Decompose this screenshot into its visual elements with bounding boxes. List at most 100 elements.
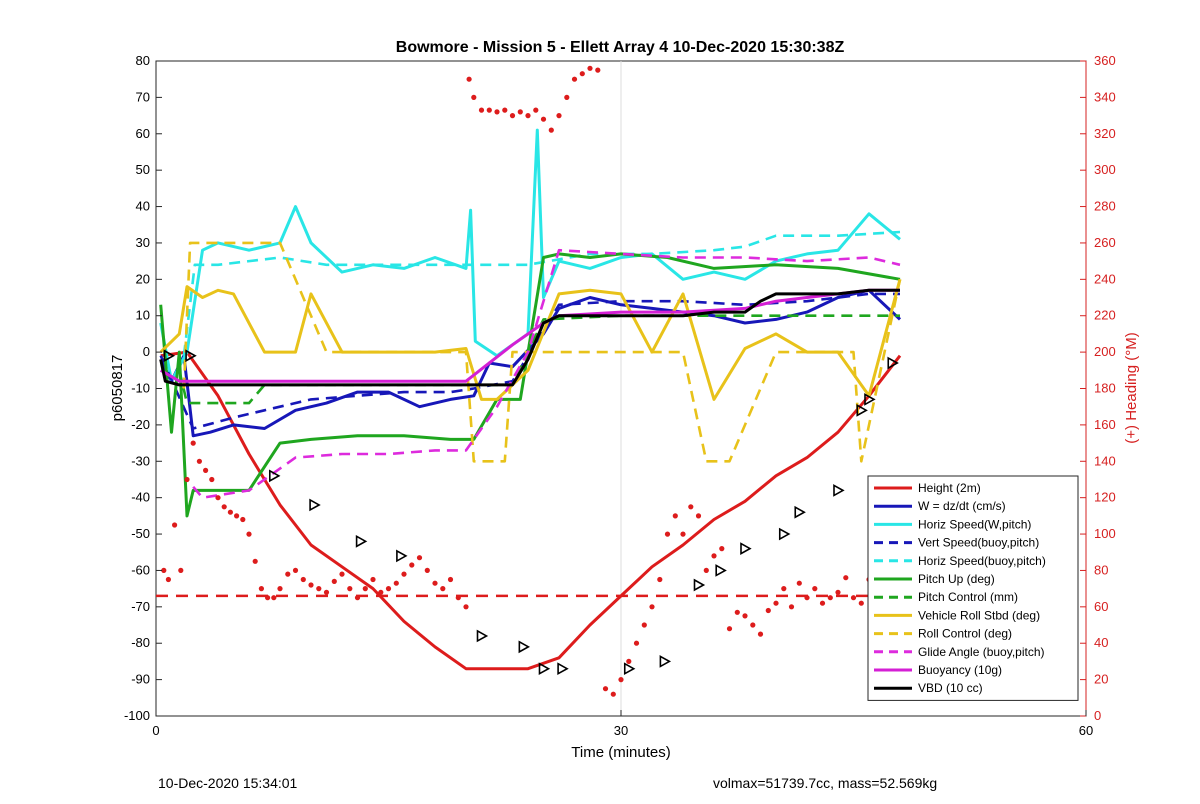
y-tick-label: -60 <box>131 562 150 577</box>
heading-dot <box>564 94 570 100</box>
heading-dot <box>618 677 624 683</box>
heading-dot <box>819 600 826 606</box>
legend-entry: Horiz Speed(W,pitch) <box>918 517 1031 531</box>
legend-entry: Pitch Control (mm) <box>918 590 1018 604</box>
heading-dot <box>277 586 283 592</box>
y-tick-label: -10 <box>131 381 150 396</box>
y-tick-label: -80 <box>131 635 150 650</box>
heading-dot <box>300 576 306 583</box>
y-tick-label: -100 <box>124 708 150 723</box>
heading-dot <box>680 531 686 537</box>
height-marker <box>355 534 368 548</box>
heading-dot <box>579 71 585 77</box>
heading-dot <box>172 522 178 528</box>
heading-dot <box>432 580 438 586</box>
height-marker <box>518 640 530 654</box>
heading-dot <box>757 631 764 637</box>
y-tick-label: -30 <box>131 453 150 468</box>
heading-dots-layer <box>161 65 888 697</box>
height-marker <box>659 655 672 668</box>
heading-dot <box>649 604 655 610</box>
legend-entry: Glide Angle (buoy,pitch) <box>918 645 1045 659</box>
y2-tick-label: 180 <box>1094 381 1116 396</box>
heading-dot <box>209 476 215 483</box>
height-marker <box>476 629 489 643</box>
y-tick-label: 70 <box>136 89 150 104</box>
y2-tick-label: 20 <box>1094 672 1108 687</box>
heading-dot <box>331 578 337 585</box>
heading-dot <box>788 604 795 610</box>
x-tick-label: 30 <box>614 723 628 738</box>
y2-tick-label: 120 <box>1094 490 1116 505</box>
heading-dot <box>409 562 415 568</box>
heading-dot <box>502 107 508 113</box>
height-marker <box>557 662 569 676</box>
y2-tick-label: 200 <box>1094 344 1116 359</box>
heading-dot <box>424 567 430 574</box>
legend-box <box>867 475 1079 701</box>
footer-info: volmax=51739.7cc, mass=52.569kg <box>713 775 937 791</box>
heading-dot <box>804 595 810 601</box>
heading-dot <box>252 558 258 564</box>
heading-dot <box>595 67 601 73</box>
heading-dot <box>447 576 454 583</box>
heading-dot <box>742 613 748 619</box>
heading-dot <box>285 571 291 577</box>
legend-entry: Height (2m) <box>918 481 981 495</box>
height-markers-layer <box>163 349 899 676</box>
y-tick-label: 60 <box>136 126 150 141</box>
legend-entry: Buoyancy (10g) <box>918 663 1002 677</box>
heading-dot <box>858 600 864 606</box>
heading-dot <box>466 76 472 82</box>
series-vehicle-roll-stbd-deg <box>159 278 902 401</box>
height-marker <box>864 393 876 406</box>
heading-dot <box>486 107 492 113</box>
heading-dot <box>362 586 368 592</box>
heading-dot <box>734 609 740 615</box>
heading-dot <box>385 586 392 592</box>
y-tick-label: 20 <box>136 271 150 286</box>
height-marker <box>856 403 868 417</box>
y2-tick-label: 300 <box>1094 162 1116 177</box>
heading-dot <box>203 467 209 473</box>
heading-dot <box>835 589 841 595</box>
y2-tick-label: 360 <box>1094 53 1116 68</box>
heading-dot <box>843 575 849 581</box>
series-layer <box>159 128 902 671</box>
heading-dot <box>664 531 671 537</box>
heading-dot <box>308 582 314 588</box>
y-tick-label: -70 <box>131 599 150 614</box>
y2-tick-label: 0 <box>1094 708 1101 723</box>
heading-dot <box>455 595 461 601</box>
heading-dot <box>354 595 361 601</box>
left-y-axis: 80 70 60 50 40 30 20 10 0 -10 -20 -30 -40 -50 -60 -70 -8… <box>124 53 162 723</box>
y2-tick-label: 320 <box>1094 126 1116 141</box>
y2-tick-label: 240 <box>1094 271 1116 286</box>
legend-entry: Vehicle Roll Stbd (deg) <box>918 608 1040 622</box>
heading-dot <box>227 509 233 515</box>
heading-dot <box>719 546 725 552</box>
heading-dot <box>781 586 787 592</box>
heading-dot <box>587 65 593 71</box>
y-tick-label: 80 <box>136 53 150 68</box>
legend-entry: W = dz/dt (cm/s) <box>918 499 1006 513</box>
heading-dot <box>265 595 271 601</box>
heading-dot <box>633 640 640 646</box>
y2-tick-label: 100 <box>1094 526 1116 541</box>
heading-dot <box>750 622 756 628</box>
heading-dot <box>190 440 196 446</box>
y-tick-label: 50 <box>136 162 150 177</box>
y-tick-label: -20 <box>131 417 150 432</box>
heading-dot <box>571 76 578 82</box>
height-marker <box>185 349 197 363</box>
heading-dot <box>347 586 353 592</box>
heading-dot <box>494 109 500 115</box>
heading-dot <box>827 595 833 601</box>
heading-dot <box>323 589 330 595</box>
heading-dot <box>602 686 609 692</box>
series-roll-control-deg <box>182 241 902 463</box>
height-marker <box>538 662 551 676</box>
heading-dot <box>796 580 802 586</box>
heading-dot <box>378 589 384 595</box>
